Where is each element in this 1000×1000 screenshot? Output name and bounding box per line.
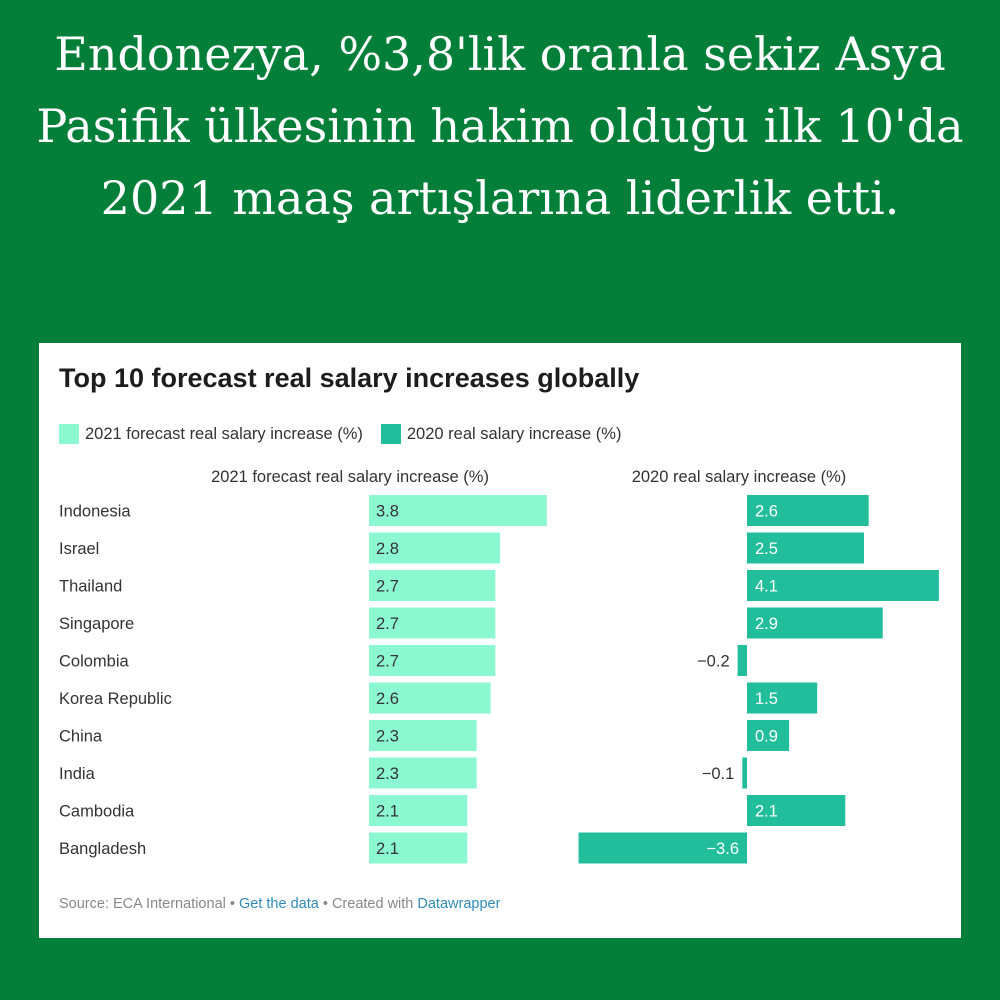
chart-footer: Source: ECA International • Get the data… <box>59 896 500 912</box>
bar-2020 <box>747 682 818 714</box>
bar-2020 <box>747 532 864 564</box>
value-label-2021: 2.3 <box>376 765 399 783</box>
datawrapper-link[interactable]: Datawrapper <box>417 896 501 912</box>
footer-separator: • <box>225 896 239 912</box>
footer-created-with: Created with <box>331 896 414 912</box>
bar-2020 <box>737 645 747 676</box>
value-label-2020: 2.5 <box>755 540 778 558</box>
bar-2021 <box>369 607 496 639</box>
bar-2021 <box>369 720 477 751</box>
bar-2020 <box>742 757 747 789</box>
bar-2021 <box>369 532 501 564</box>
bar-2021 <box>369 682 491 714</box>
legend-swatch-2021 <box>59 424 79 444</box>
chart-card: Top 10 forecast real salary increases gl… <box>39 343 961 938</box>
value-label-2021: 2.1 <box>376 803 399 821</box>
value-label-2021: 2.7 <box>376 653 399 671</box>
legend-label-2021: 2021 forecast real salary increase (%) <box>85 424 363 443</box>
footer-separator: • <box>318 896 332 912</box>
value-label-2021: 2.6 <box>376 690 399 708</box>
value-label-2021: 2.7 <box>376 578 399 596</box>
value-label-2020: 1.5 <box>755 690 778 708</box>
chart-legend: 2021 forecast real salary increase (%) 2… <box>59 422 639 446</box>
bar-2020 <box>747 607 883 639</box>
value-label-2021: 2.3 <box>376 728 399 746</box>
value-label-2020: −0.1 <box>702 765 735 783</box>
category-label: China <box>59 728 103 746</box>
bar-2021 <box>369 832 468 864</box>
legend-label-2020: 2020 real salary increase (%) <box>406 424 622 443</box>
chart-plot: 2021 forecast real salary increase (%) 20… <box>59 468 939 864</box>
value-label-2021: 2.7 <box>376 615 399 633</box>
bar-2021 <box>369 495 547 526</box>
category-label: Cambodia <box>59 803 135 821</box>
legend-item-2020: 2020 real salary increase (%) <box>380 424 622 444</box>
bar-2021 <box>369 645 496 676</box>
value-label-2021: 2.1 <box>376 840 399 858</box>
bar-2020 <box>747 570 939 601</box>
bar-2021 <box>369 570 496 601</box>
category-label: Korea Republic <box>59 690 172 708</box>
category-label: Thailand <box>59 578 122 596</box>
headline: Endonezya, %3,8'lik oranla sekiz Asya Pa… <box>36 27 964 225</box>
bar-2020 <box>747 495 869 526</box>
value-label-2020: −3.6 <box>706 840 739 858</box>
category-label: Singapore <box>59 615 134 633</box>
column-header-2021: 2021 forecast real salary increase (%) <box>211 468 489 486</box>
legend-item-2021: 2021 forecast real salary increase (%) <box>59 424 363 444</box>
footer-source: Source: ECA International <box>59 896 226 912</box>
category-label: India <box>59 765 96 783</box>
category-label: Bangladesh <box>59 840 146 858</box>
value-label-2020: 2.6 <box>755 503 778 521</box>
category-label: Indonesia <box>59 503 131 521</box>
value-label-2020: −0.2 <box>697 653 730 671</box>
legend-swatch-2020 <box>380 424 401 444</box>
value-label-2020: 0.9 <box>755 728 778 746</box>
bar-2021 <box>369 757 477 789</box>
category-label: Colombia <box>59 653 130 671</box>
bar-2020 <box>747 795 846 826</box>
value-label-2021: 3.8 <box>376 503 399 521</box>
bar-2020 <box>578 832 747 864</box>
bar-2020 <box>747 720 790 751</box>
get-data-link[interactable]: Get the data <box>239 896 319 912</box>
category-label: Israel <box>59 540 99 558</box>
column-header-2020: 2020 real salary increase (%) <box>632 468 847 486</box>
chart-title: Top 10 forecast real salary increases gl… <box>59 363 640 393</box>
bar-2021 <box>369 795 468 826</box>
value-label-2020: 4.1 <box>755 578 778 596</box>
value-label-2021: 2.8 <box>376 540 399 558</box>
value-label-2020: 2.1 <box>755 803 778 821</box>
value-label-2020: 2.9 <box>755 615 778 633</box>
